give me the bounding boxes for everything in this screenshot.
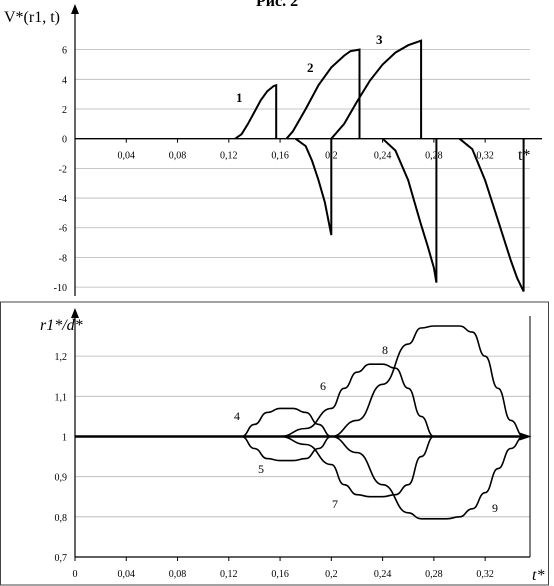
top-x-tick-label: 0,32 [476, 151, 494, 162]
bottom-y-tick-label: 1,2 [55, 352, 68, 363]
bottom-curve-label: 4 [234, 409, 240, 423]
bottom-x-tick-label: 0,08 [169, 569, 187, 580]
top-y-tick-label: -8 [59, 253, 67, 264]
bottom-y-tick-label: 0,9 [55, 473, 68, 484]
top-y-tick-label: 6 [62, 46, 67, 57]
top-y-tick-label: -4 [59, 194, 67, 205]
top-x-tick-label: 0,08 [169, 151, 187, 162]
bottom-frame [0, 301, 549, 586]
bottom-x-tick-label: 0,32 [476, 569, 494, 580]
top-series-line-2 [285, 48, 361, 140]
bottom-x-tick-label: 0,16 [271, 569, 289, 580]
top-y-tick-label: 2 [62, 105, 67, 116]
bottom-y-axis-arrow [71, 308, 79, 318]
bottom-y-tick-label: 1 [62, 432, 67, 443]
top-y-axis-arrow [71, 4, 79, 14]
top-y-axis-label: V*(r1, t) [4, 9, 60, 26]
bottom-curve-label: 9 [492, 501, 498, 515]
bottom-x-tick-label: 0,2 [325, 569, 338, 580]
bottom-series-line-8 [75, 325, 524, 438]
bottom-curve-label: 5 [258, 462, 264, 476]
bottom-curve-label: 8 [382, 343, 388, 357]
top-series-line-neg-4 [381, 137, 438, 283]
top-y-tick-label: -6 [59, 224, 67, 235]
top-x-tick-label: 0,16 [271, 151, 289, 162]
bottom-x-tick-label: 0,28 [425, 569, 443, 580]
bottom-x-axis-label: t* [532, 567, 544, 584]
bottom-y-tick-label: 0,8 [55, 513, 68, 524]
bottom-x-tick-label: 0,04 [118, 569, 136, 580]
top-series-line-neg-3 [294, 137, 333, 236]
top-curve-label: 1 [236, 90, 243, 105]
bottom-y-tick-label: 0,7 [55, 553, 68, 564]
bottom-chart: 0,7 0,8 0,9 1 1,1 1,2 0 0,04 0,08 0,12 0,16 0,2 0,24… [0, 301, 549, 586]
top-y-tick-label: -10 [54, 283, 67, 294]
bottom-x-tick-label: 0,12 [220, 569, 238, 580]
bottom-series-line-9 [75, 435, 524, 520]
top-x-tick-label: 0,12 [220, 151, 238, 162]
bottom-series-line-7 [75, 435, 435, 498]
top-x-tick-label: 0,24 [374, 151, 392, 162]
top-y-tick-label: 4 [62, 75, 67, 86]
bottom-x-tick-label: 0,24 [374, 569, 392, 580]
bottom-curve-label: 7 [332, 497, 338, 511]
top-series-line-3 [330, 39, 423, 140]
top-series-line-1 [234, 83, 278, 140]
top-y-tick-label: 0 [62, 135, 67, 146]
top-x-tick-label: 0,28 [425, 151, 443, 162]
bottom-y-tick-label: 1,1 [55, 392, 68, 403]
bottom-y-axis-label: r1*/d* [40, 317, 83, 334]
top-curve-label: 3 [376, 32, 383, 47]
top-series-line-neg-5 [458, 137, 525, 292]
top-y-tick-label: -2 [59, 164, 67, 175]
figure-header-fragment: Рис. 2 [256, 0, 298, 10]
top-x-tick-label: 0,04 [118, 151, 136, 162]
bottom-baseline-arrow [519, 432, 532, 441]
bottom-series-line-6 [75, 363, 435, 438]
top-curve-label: 2 [307, 60, 314, 75]
bottom-x-tick-label: 0 [73, 569, 78, 580]
bottom-curve-label: 6 [320, 379, 326, 393]
